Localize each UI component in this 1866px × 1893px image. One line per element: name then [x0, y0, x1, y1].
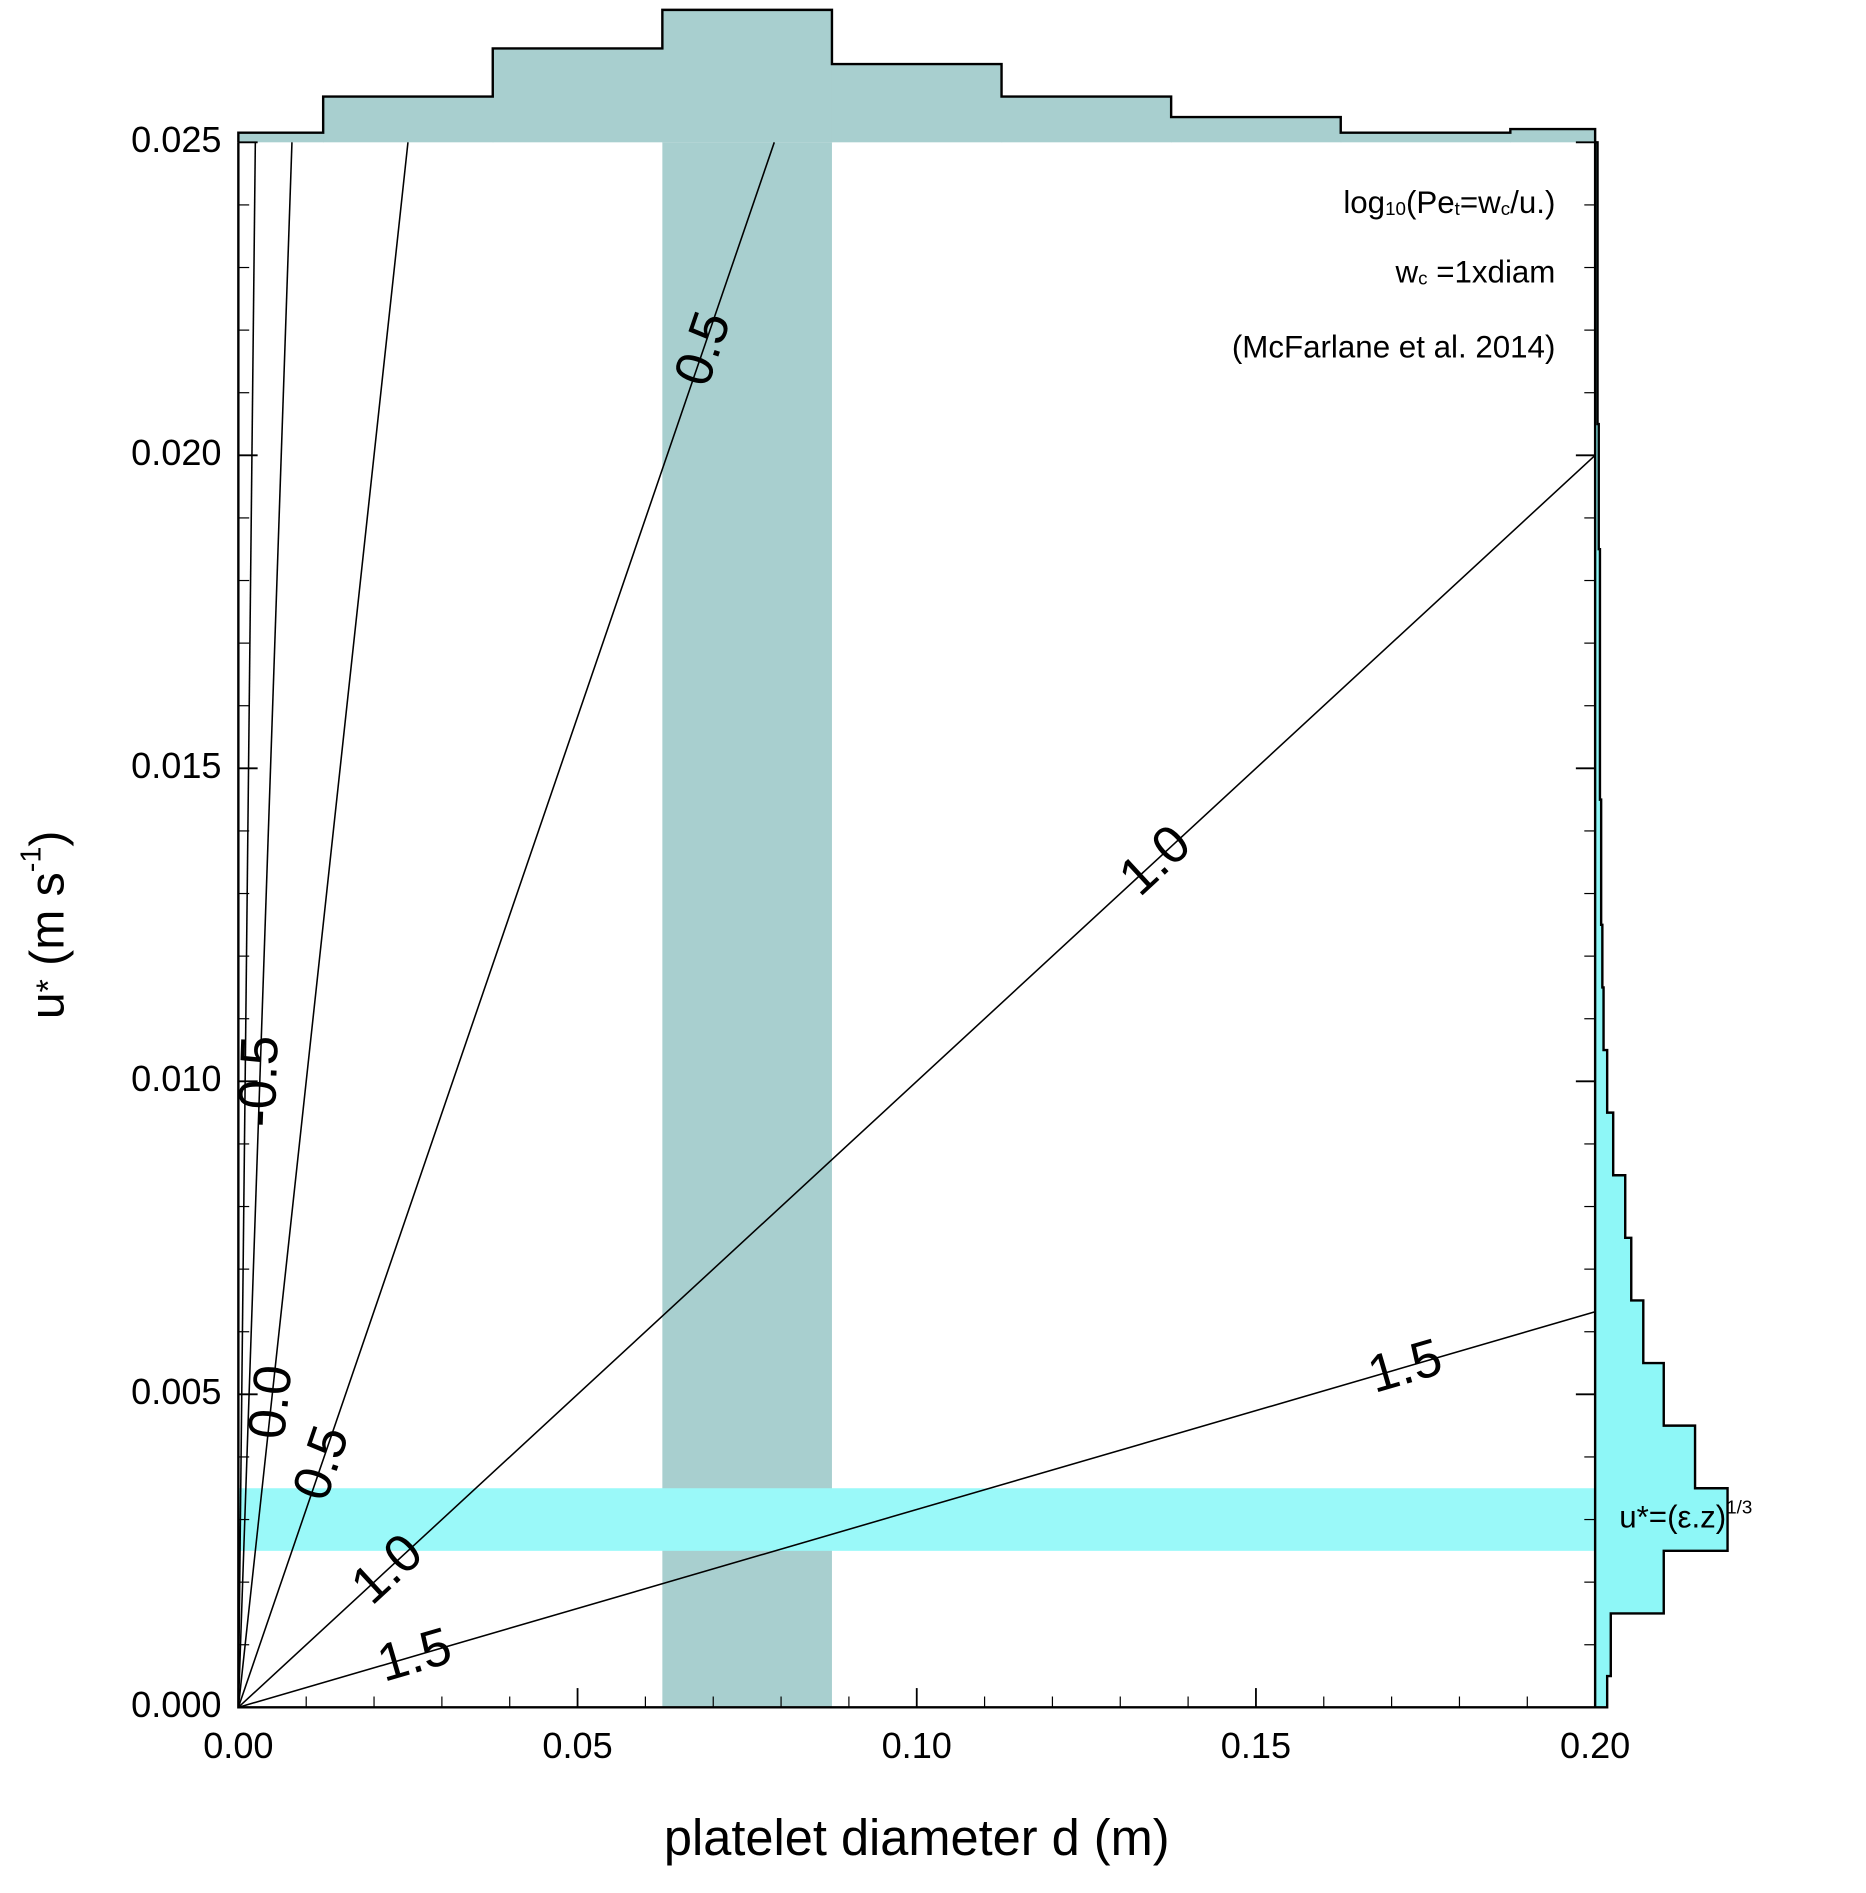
y-tick-label: 0.010 — [131, 1058, 221, 1099]
text-part: c — [1501, 198, 1510, 219]
histogram-bar — [1595, 1112, 1614, 1176]
text-part: w — [1395, 255, 1419, 290]
histogram-bar — [1595, 1613, 1611, 1677]
text-part: * — [29, 979, 67, 992]
y-tick-label: 0.025 — [131, 119, 221, 160]
band-label: u*=(ε.z)1/3 — [1619, 1496, 1752, 1535]
histogram-bar — [1595, 799, 1602, 863]
contour-line — [238, 1310, 1596, 1709]
histogram-bar — [1595, 1676, 1608, 1708]
histogram-bar — [1595, 1175, 1626, 1239]
annotation: wc =1xdiam — [1395, 255, 1556, 290]
contour-label: -0.5 — [228, 1035, 290, 1128]
contour-line — [237, 142, 776, 1708]
histogram-bar — [492, 48, 663, 143]
text-part: log — [1343, 185, 1385, 220]
histogram-outline — [237, 8, 1597, 143]
text-part: platelet diameter d (m) — [664, 1810, 1170, 1867]
histogram-bar — [1595, 737, 1600, 801]
histogram-bar — [662, 9, 833, 143]
histogram-bar — [1595, 424, 1599, 488]
d-band — [662, 142, 832, 1708]
x-tick-label: 0.05 — [542, 1725, 612, 1766]
histogram-bar — [1340, 132, 1511, 143]
histogram-bar — [1171, 117, 1342, 143]
histogram-bar — [1595, 549, 1600, 613]
histogram-bar — [1595, 1300, 1644, 1364]
contour-label: 0.0 — [237, 1362, 304, 1442]
annotation: (McFarlane et al. 2014) — [1232, 330, 1556, 365]
histogram-bar — [1595, 611, 1600, 676]
contour-label: 1.5 — [1361, 1327, 1448, 1404]
histogram-bar — [238, 132, 324, 143]
y-axis-label: u* (m s-1) — [16, 831, 74, 1020]
contour-label-text: 0.0 — [237, 1362, 304, 1442]
text-part: (McFarlane et al. 2014) — [1232, 330, 1556, 365]
histogram-bar — [1595, 1237, 1632, 1302]
y-tick-label: 0.005 — [131, 1371, 221, 1412]
contour-label-text: -0.5 — [228, 1035, 290, 1128]
text-part: -1 — [16, 847, 48, 873]
histogram-bar — [1595, 674, 1600, 738]
text-part: u — [20, 992, 74, 1019]
contour-label: 1.5 — [371, 1616, 458, 1693]
histogram-bar — [1595, 1363, 1664, 1427]
x-tick-label: 0.00 — [203, 1725, 273, 1766]
histogram-outline — [1595, 141, 1729, 1709]
histogram-bar — [1510, 129, 1596, 143]
text-part: c — [1418, 267, 1427, 288]
contour-line — [237, 142, 257, 1708]
text-part: =1xdiam — [1428, 255, 1556, 290]
histogram-bar — [1595, 1550, 1664, 1615]
text-part: u*=(ε.z) — [1619, 1500, 1726, 1535]
text-part: 10 — [1385, 198, 1406, 219]
contour-line — [237, 142, 409, 1708]
histogram-bar — [323, 96, 494, 143]
histogram-bar — [1595, 987, 1604, 1051]
histogram-bar — [831, 64, 1003, 143]
histogram-bar — [1595, 862, 1602, 926]
x-axis-label: platelet diameter d (m) — [664, 1810, 1170, 1867]
axis-frame — [237, 142, 1597, 1709]
text-part: (m s — [20, 872, 74, 979]
histogram-bar — [1595, 1050, 1608, 1114]
contour-line — [237, 454, 1596, 1708]
histogram-bar — [1001, 96, 1172, 143]
y-tick-label: 0.015 — [131, 745, 221, 786]
histogram-bar — [1595, 1425, 1696, 1489]
text-part: /u.) — [1510, 185, 1555, 220]
x-tick-label: 0.20 — [1560, 1725, 1630, 1766]
text-part: t — [1455, 198, 1461, 219]
contour-line — [237, 142, 293, 1708]
y-tick-label: 0.020 — [131, 432, 221, 473]
y-tick-label: 0.000 — [131, 1684, 221, 1725]
x-tick-label: 0.15 — [1221, 1725, 1291, 1766]
histogram-bar — [1595, 924, 1603, 989]
histogram-bar — [1595, 1488, 1728, 1552]
text-part: 1/3 — [1726, 1496, 1752, 1517]
text-part: (Pe — [1406, 185, 1455, 220]
text-part: ) — [20, 831, 74, 847]
histogram-bar — [1595, 486, 1599, 550]
annotation: log10(Pet=wc/u.) — [1343, 185, 1555, 220]
x-tick-label: 0.10 — [882, 1725, 952, 1766]
text-part: =w — [1460, 185, 1501, 220]
